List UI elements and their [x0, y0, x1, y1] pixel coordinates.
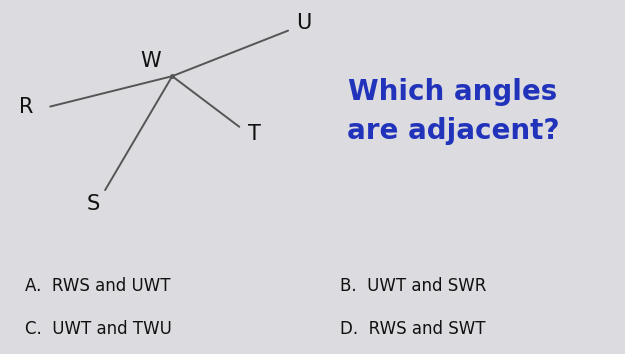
- Text: S: S: [86, 194, 99, 214]
- Text: U: U: [296, 13, 311, 33]
- Text: A.  RWS and UWT: A. RWS and UWT: [25, 277, 171, 295]
- Text: C.  UWT and TWU: C. UWT and TWU: [25, 320, 172, 338]
- Text: D.  RWS and SWT: D. RWS and SWT: [340, 320, 486, 338]
- Text: R: R: [19, 97, 33, 116]
- Text: T: T: [248, 124, 261, 144]
- Text: Which angles
are adjacent?: Which angles are adjacent?: [346, 78, 559, 145]
- Text: W: W: [141, 51, 161, 71]
- Text: B.  UWT and SWR: B. UWT and SWR: [340, 277, 487, 295]
